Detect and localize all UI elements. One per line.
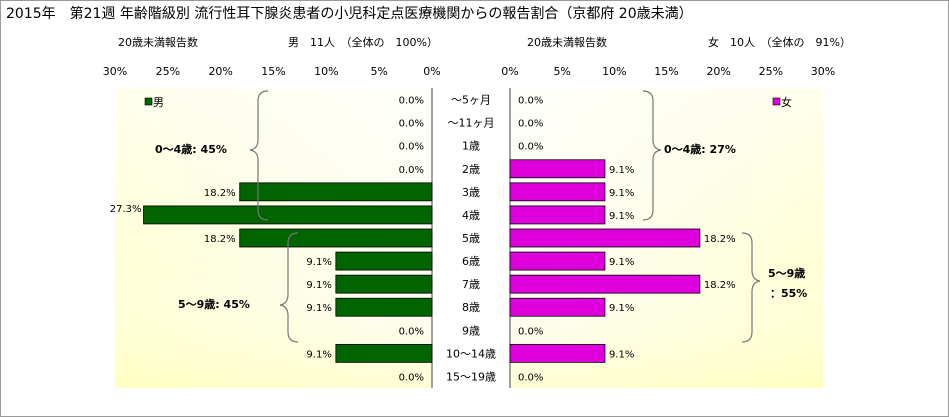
female-data-label-1: 0.0%: [518, 119, 543, 130]
female-bar-5: [509, 205, 606, 225]
female-axis-tick-5: 25%: [759, 65, 783, 78]
category-label-11: 10～14歳: [446, 347, 496, 360]
female-header-left: 20歳未満報告数: [527, 36, 607, 49]
female-bar-9: [509, 297, 606, 317]
male-axis-tick-0: 0%: [423, 65, 440, 78]
female-data-label-6: 18.2%: [704, 234, 736, 245]
female-data-label-4: 9.1%: [609, 188, 634, 199]
female-data-label-8: 18.2%: [704, 280, 736, 291]
male-bracket-0-4-label: 0～4歳: 45%: [155, 142, 227, 156]
female-header-right: 女 10人 （全体の 91%）: [708, 35, 851, 49]
female-bracket-5-9-label: 5～9歳: [768, 266, 805, 280]
category-label-9: 8歳: [462, 301, 480, 314]
legend-male-swatch: [144, 97, 153, 106]
male-bracket-5-9-label: 5～9歳: 45%: [178, 297, 250, 311]
category-label-10: 9歳: [462, 324, 480, 337]
male-header-right: 男 11人 （全体の 100%）: [288, 35, 438, 49]
male-data-label-0: 0.0%: [399, 96, 424, 107]
male-data-label-3: 0.0%: [399, 165, 424, 176]
female-axis-tick-6: 30%: [811, 65, 835, 78]
female-axis-tick-3: 15%: [654, 65, 678, 78]
female-bar-11: [509, 343, 606, 363]
male-axis-tick-5: 25%: [156, 65, 180, 78]
female-bracket-5-9: [741, 232, 761, 343]
female-axis-tick-2: 10%: [602, 65, 626, 78]
female-bar-3: [509, 159, 606, 179]
female-bracket-0-4-label: 0～4歳: 27%: [664, 142, 736, 156]
male-bar-5: [143, 205, 433, 225]
legend-male-label: 男: [153, 96, 164, 109]
male-header-left: 20歳未満報告数: [118, 36, 198, 49]
female-bar-4: [509, 182, 606, 202]
category-label-1: ～11ヶ月: [448, 117, 495, 130]
female-axis-tick-1: 5%: [553, 65, 570, 78]
legend-female-label: 女: [781, 95, 792, 109]
male-bar-4: [239, 182, 433, 202]
female-bar-7: [509, 251, 606, 271]
category-label-2: 1歳: [462, 140, 480, 153]
male-bracket-5-9: [279, 232, 299, 343]
female-data-label-7: 9.1%: [609, 257, 634, 268]
female-bar-8: [509, 274, 701, 294]
male-data-label-11: 9.1%: [306, 349, 331, 360]
female-bracket-5-9-value: ：55%: [770, 287, 807, 300]
category-label-5: 4歳: [462, 209, 480, 222]
female-data-label-11: 9.1%: [609, 349, 634, 360]
category-label-7: 6歳: [462, 255, 480, 268]
male-data-label-7: 9.1%: [306, 257, 331, 268]
category-label-8: 7歳: [462, 278, 480, 291]
male-data-label-10: 0.0%: [399, 326, 424, 337]
legend-female-swatch: [772, 97, 781, 106]
female-data-label-10: 0.0%: [518, 326, 543, 337]
male-axis-tick-6: 30%: [103, 65, 127, 78]
male-axis-tick-4: 20%: [208, 65, 232, 78]
male-data-label-2: 0.0%: [399, 142, 424, 153]
female-axis-tick-0: 0%: [501, 65, 518, 78]
chart-title: 2015年 第21週 年齢階級別 流行性耳下腺炎患者の小児科定点医療機関からの報…: [6, 5, 693, 22]
male-axis-tick-3: 15%: [261, 65, 285, 78]
male-data-label-8: 9.1%: [306, 280, 331, 291]
male-bar-11: [335, 343, 433, 363]
male-data-label-1: 0.0%: [399, 119, 424, 130]
male-data-label-5: 27.3%: [110, 204, 142, 215]
male-bar-7: [335, 251, 433, 271]
male-axis-tick-2: 10%: [314, 65, 338, 78]
male-data-label-6: 18.2%: [204, 234, 236, 245]
male-bracket-0-4: [249, 90, 269, 221]
female-bracket-0-4: [642, 90, 662, 221]
male-bar-6: [239, 228, 433, 248]
male-bar-8: [335, 274, 433, 294]
female-bar-6: [509, 228, 701, 248]
female-data-label-9: 9.1%: [609, 303, 634, 314]
category-label-0: ～5ヶ月: [451, 94, 491, 107]
male-axis-tick-1: 5%: [370, 65, 387, 78]
female-data-label-2: 0.0%: [518, 142, 543, 153]
female-axis-tick-4: 20%: [706, 65, 730, 78]
male-data-label-4: 18.2%: [204, 188, 236, 199]
male-data-label-9: 9.1%: [306, 303, 331, 314]
category-label-4: 3歳: [462, 186, 480, 199]
male-bar-9: [335, 297, 433, 317]
category-label-6: 5歳: [462, 232, 480, 245]
category-label-12: 15～19歳: [446, 370, 496, 383]
female-data-label-5: 9.1%: [609, 211, 634, 222]
female-data-label-3: 9.1%: [609, 165, 634, 176]
category-label-3: 2歳: [462, 163, 480, 176]
female-data-label-0: 0.0%: [518, 96, 543, 107]
female-data-label-12: 0.0%: [518, 372, 543, 383]
male-data-label-12: 0.0%: [399, 372, 424, 383]
